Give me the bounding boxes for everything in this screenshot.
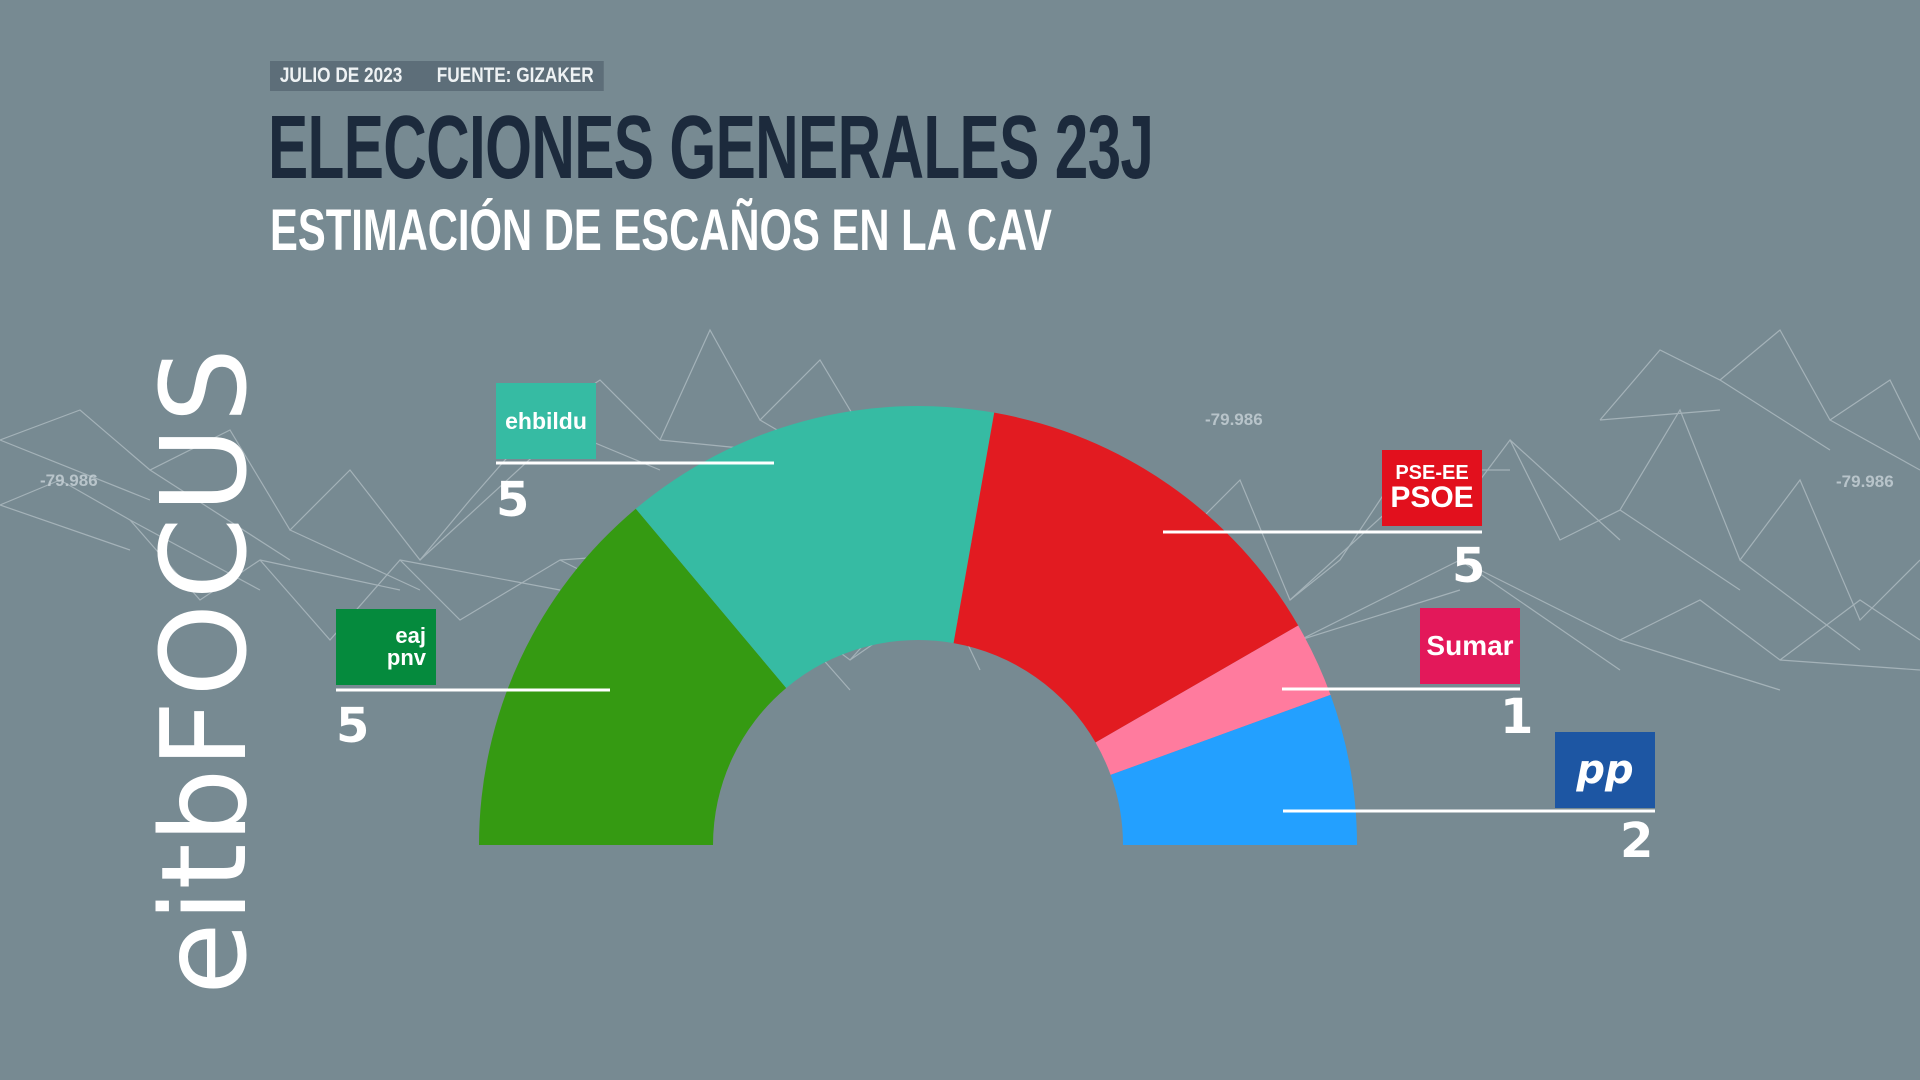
page-subtitle: ESTIMACIÓN DE ESCAÑOS EN LA CAV [270,198,1052,263]
background-edge [1619,639,1781,691]
party-logo-text: Sumar [1426,630,1514,661]
seat-slice-eh-bildu [635,405,995,688]
party-logo-text: pnv [386,645,426,670]
background-edge [1509,439,1621,541]
background-edge [289,529,421,591]
party-logo-text: eaj [395,623,426,648]
party-logo-sumar: Sumar [1420,608,1520,684]
background-edge [1289,499,1401,601]
source-label: FUENTE: GIZAKER [436,64,594,87]
background-edge [259,559,401,591]
background-edge [149,469,291,561]
party-logo-eh-bildu: ehbildu [496,383,596,459]
seat-count-pse-ee-psoe: 5 [1452,538,1486,594]
background-edge [0,504,131,551]
date-label: JULIO DE 2023 [279,64,403,87]
background-line-2 [1599,329,1920,441]
seat-count-eh-bildu: 5 [496,472,530,528]
seat-slice-pp [1110,694,1357,845]
party-logo-text: pp [1576,747,1634,793]
party-logo-text: PSOE [1390,481,1474,514]
party-logo-pse-ee-psoe: PSE-EE PSOE [1382,450,1482,526]
meta-bar: JULIO DE 2023 FUENTE: GIZAKER [270,61,604,91]
background-edge [399,559,561,591]
party-logo-text: ehbildu [505,407,587,434]
seat-count-pp: 2 [1620,813,1654,869]
background-edge [1619,509,1741,591]
party-logo-eaj-pnv: eaj pnv [336,609,436,685]
background-edge [129,519,261,591]
seat-slice-eaj-pnv [479,508,787,845]
background-value-label: -79.986 [1836,472,1894,491]
background-edge [1719,379,1831,451]
background-edge [0,439,151,501]
seat-slice-sumar [1095,625,1331,775]
party-logo-pp: pp [1555,732,1655,808]
background-value-label: -79.986 [40,471,98,490]
seat-count-eaj-pnv: 5 [336,698,370,754]
background-edge [1459,559,1621,671]
background-edge [1599,409,1721,421]
background-edge [1829,419,1920,471]
background-edge [1739,559,1861,651]
background-edge [1779,659,1920,671]
background-edge [419,449,541,561]
page-title: ELECCIONES GENERALES 23J [268,98,1154,198]
background-value-label: -79.986 [1205,410,1263,429]
seat-count-sumar: 1 [1500,689,1534,745]
party-logo-text: PSE-EE [1395,462,1469,484]
background-edge [1299,589,1461,641]
seat-slice-pse-ee-psoe [953,412,1299,743]
